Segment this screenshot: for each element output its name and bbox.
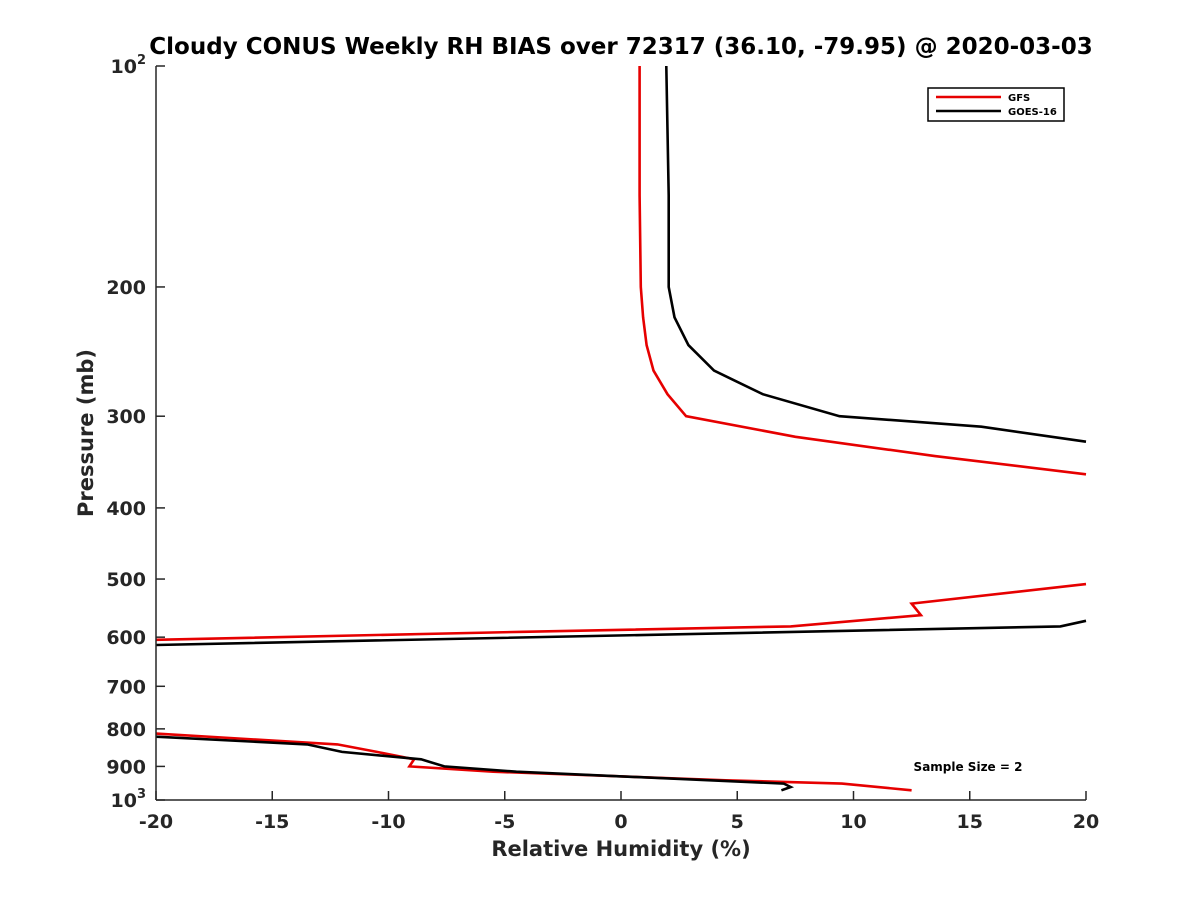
y-tick-label: 700 — [106, 676, 146, 698]
series-line-goes-16-segment-2 — [155, 619, 1087, 647]
legend-label-gfs: GFS — [1008, 93, 1030, 104]
series-line-gfs-segment-2 — [155, 582, 1087, 642]
series-line-gfs-segment-1 — [638, 66, 1087, 476]
y-tick-label: 102 — [111, 53, 147, 78]
plot-area: -20 -15 -10 -5 0 5 10 15 20 102 200 300 400 500 600 700… — [106, 53, 1099, 833]
x-tick-label: -10 — [371, 811, 405, 833]
legend: GFS GOES-16 — [927, 87, 1065, 122]
sample-size-annotation: Sample Size = 2 — [914, 760, 1023, 774]
series-line-goes-16-segment-3 — [155, 735, 795, 792]
y-tick-label: 200 — [106, 277, 146, 299]
x-tick-label: 5 — [731, 811, 744, 833]
legend-box — [927, 87, 1065, 122]
y-tick-label: 103 — [111, 787, 147, 812]
y-tick-label: 500 — [106, 569, 146, 591]
y-axis-label: Pressure (mb) — [74, 349, 98, 517]
x-tick-label: 10 — [840, 811, 866, 833]
x-tick-label: -15 — [255, 811, 289, 833]
series-line-goes-16-segment-1 — [665, 65, 1087, 443]
y-tick-label: 900 — [106, 756, 146, 778]
y-tick-label: 400 — [106, 498, 146, 520]
y-tick-label: 800 — [106, 719, 146, 741]
y-tick-label: 300 — [106, 406, 146, 428]
series-line-gfs-segment-3 — [155, 732, 912, 792]
x-tick-label: 0 — [614, 811, 627, 833]
x-axis-label: Relative Humidity (%) — [491, 837, 750, 861]
x-tick-label: 15 — [957, 811, 983, 833]
x-tick-label: 20 — [1073, 811, 1099, 833]
chart-title: Cloudy CONUS Weekly RH BIAS over 72317 (… — [149, 34, 1092, 60]
legend-label-goes-16: GOES-16 — [1008, 107, 1057, 118]
x-tick-label: -5 — [494, 811, 515, 833]
x-tick-label: -20 — [139, 811, 173, 833]
y-tick-label: 600 — [106, 627, 146, 649]
